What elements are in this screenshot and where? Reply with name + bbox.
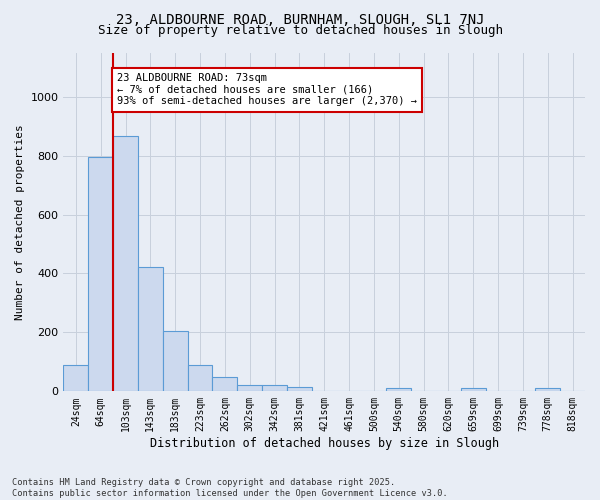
Bar <box>262 386 287 392</box>
Bar <box>386 388 411 392</box>
Bar <box>138 267 163 392</box>
Text: 23 ALDBOURNE ROAD: 73sqm
← 7% of detached houses are smaller (166)
93% of semi-d: 23 ALDBOURNE ROAD: 73sqm ← 7% of detache… <box>117 73 417 106</box>
Bar <box>237 386 262 392</box>
Bar <box>287 387 312 392</box>
Text: 23, ALDBOURNE ROAD, BURNHAM, SLOUGH, SL1 7NJ: 23, ALDBOURNE ROAD, BURNHAM, SLOUGH, SL1… <box>116 12 484 26</box>
Bar <box>64 366 88 392</box>
Bar <box>461 388 485 392</box>
Text: Size of property relative to detached houses in Slough: Size of property relative to detached ho… <box>97 24 503 37</box>
Bar <box>88 157 113 392</box>
Bar <box>163 331 188 392</box>
X-axis label: Distribution of detached houses by size in Slough: Distribution of detached houses by size … <box>149 437 499 450</box>
Text: Contains HM Land Registry data © Crown copyright and database right 2025.
Contai: Contains HM Land Registry data © Crown c… <box>12 478 448 498</box>
Bar <box>212 376 237 392</box>
Bar <box>113 136 138 392</box>
Y-axis label: Number of detached properties: Number of detached properties <box>15 124 25 320</box>
Bar <box>188 366 212 392</box>
Bar <box>535 388 560 392</box>
Bar <box>312 390 337 392</box>
